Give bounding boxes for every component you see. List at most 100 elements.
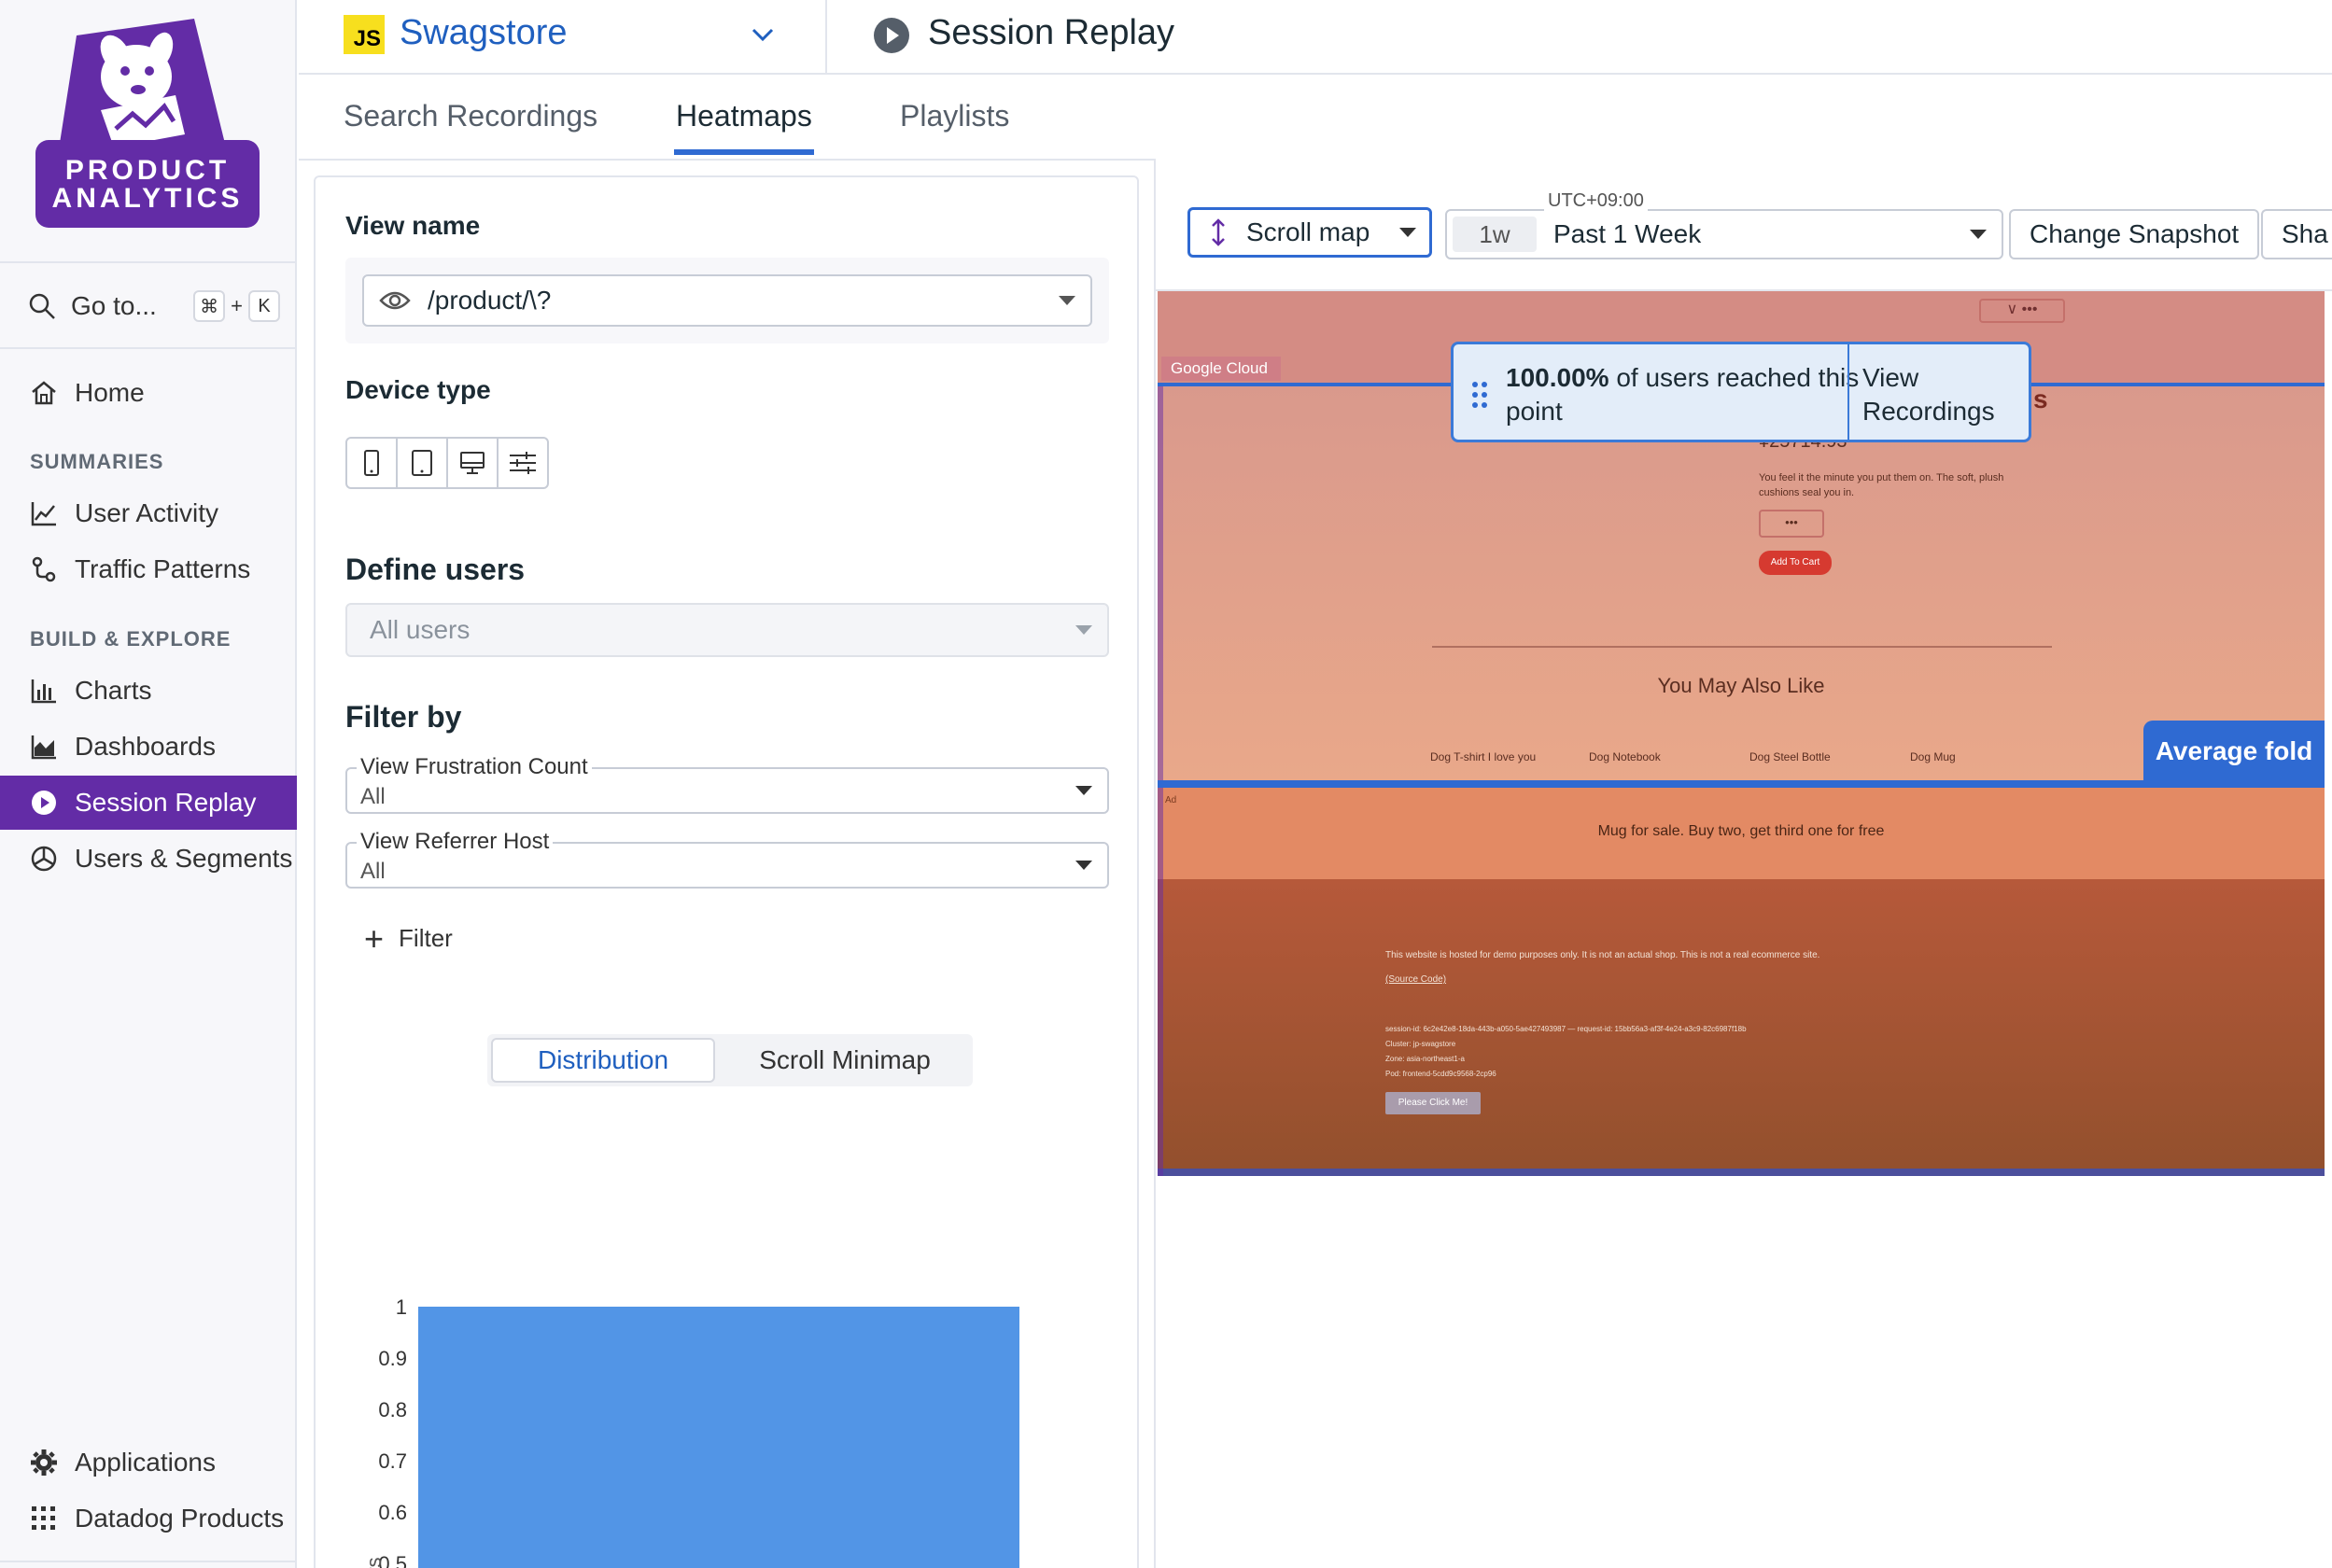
- sidebar-item-user-activity[interactable]: User Activity: [0, 486, 297, 540]
- sidebar-item-label: Users & Segments: [75, 844, 293, 873]
- sidebar-item-session-replay[interactable]: Session Replay: [0, 776, 297, 830]
- tooltip-separator: [1847, 344, 1849, 440]
- sidebar-item-label: User Activity: [75, 498, 219, 527]
- tablet-icon: [412, 450, 432, 476]
- please-click-me-button: Please Click Me!: [1385, 1092, 1481, 1114]
- play-circle-icon: [874, 18, 909, 53]
- y-tick-label: 0.7: [378, 1449, 407, 1473]
- add-filter-button[interactable]: + Filter: [364, 921, 453, 955]
- view-name-value: /product/\?: [428, 286, 552, 315]
- caret-down-icon: [1075, 786, 1092, 795]
- sidebar-item-datadog-products[interactable]: Datadog Products: [0, 1491, 297, 1546]
- share-button[interactable]: Sha: [2261, 209, 2332, 259]
- page-snapshot: Google Cloud ∨ ••• s ¥25714.93 You feel …: [1158, 291, 2325, 1187]
- footer-pod: Pod: frontend-5cdd9c9568-2cp96: [1385, 1070, 1496, 1078]
- traffic-icon: [28, 553, 60, 585]
- scroll-minimap-option[interactable]: Scroll Minimap: [759, 1045, 931, 1074]
- bar-chart-icon: [28, 675, 60, 707]
- caret-down-icon: [1970, 230, 1987, 239]
- sidebar-divider: [0, 347, 297, 349]
- view-mode-toggle: Distribution Scroll Minimap: [487, 1034, 973, 1086]
- product-link: Dog Steel Bottle: [1749, 750, 1831, 763]
- view-name-select[interactable]: /product/\?: [362, 274, 1092, 327]
- device-tablet-button[interactable]: [398, 439, 448, 487]
- product-description: You feel it the minute you put them on. …: [1759, 472, 2004, 498]
- heatmap-mode-select[interactable]: Scroll map: [1187, 207, 1432, 258]
- change-snapshot-button[interactable]: Change Snapshot: [2009, 209, 2260, 259]
- heatmap-mode-value: Scroll map: [1246, 217, 1370, 246]
- sidebar-item-home[interactable]: Home: [0, 366, 297, 420]
- footer-source-link: (Source Code): [1385, 974, 1447, 985]
- reach-text: 100.00% of users reached this point: [1506, 361, 1861, 428]
- tab-bar: Search Recordings Heatmaps Playlists: [299, 75, 2332, 161]
- snapshot-bottom-edge: [1158, 1169, 2325, 1176]
- sidebar-item-users-segments[interactable]: Users & Segments: [0, 832, 297, 886]
- device-type-label: Device type: [345, 375, 491, 404]
- device-mobile-button[interactable]: [347, 439, 398, 487]
- caret-down-icon: [1075, 861, 1092, 870]
- snapshot-currency-button: ∨ •••: [1979, 299, 2065, 323]
- goto-label: Go to...: [71, 291, 157, 320]
- logo-line2: ANALYTICS: [51, 183, 244, 214]
- sidebar-item-label: Session Replay: [75, 788, 257, 817]
- google-cloud-badge: Google Cloud: [1161, 357, 1281, 381]
- view-recordings-button[interactable]: View Recordings: [1862, 363, 1995, 426]
- sliders-icon: [510, 452, 536, 474]
- page-title: Session Replay: [928, 13, 1175, 52]
- segments-icon: [28, 843, 60, 875]
- logo-line1: PRODUCT: [64, 155, 231, 186]
- sidebar-divider: [0, 1561, 297, 1562]
- drag-handle-icon[interactable]: [1470, 380, 1489, 410]
- filter-value: All: [360, 784, 386, 809]
- sidebar-item-charts[interactable]: Charts: [0, 664, 297, 718]
- sidebar: PRODUCT ANALYTICS Go to... ⌘ + K Home SU…: [0, 0, 297, 1568]
- device-desktop-button[interactable]: [448, 439, 499, 487]
- footer-zone: Zone: asia-northeast1-a: [1385, 1055, 1465, 1063]
- app-selector[interactable]: Swagstore: [400, 13, 568, 52]
- area-chart-icon: [28, 731, 60, 763]
- chart-bar: [418, 1307, 1019, 1568]
- distribution-option[interactable]: Distribution: [491, 1038, 715, 1083]
- view-name-label: View name: [345, 211, 481, 240]
- cmd-key: ⌘: [193, 290, 226, 322]
- time-range-value: Past 1 Week: [1553, 219, 1702, 248]
- device-custom-button[interactable]: [499, 439, 547, 487]
- product-link: Dog Mug: [1910, 750, 1956, 763]
- tab-heatmaps[interactable]: Heatmaps: [676, 99, 812, 133]
- time-range-select[interactable]: UTC+09:00 1w Past 1 Week: [1445, 190, 2003, 259]
- tab-search-recordings[interactable]: Search Recordings: [344, 99, 598, 133]
- chevron-down-icon[interactable]: [749, 21, 777, 49]
- product-link: Dog Notebook: [1589, 750, 1661, 763]
- top-bar: JS Swagstore Session Replay: [299, 0, 2332, 75]
- y-tick-label: 0.5: [378, 1552, 407, 1568]
- eye-icon: [379, 289, 411, 312]
- reach-description: of users reached this point: [1506, 363, 1860, 426]
- sidebar-item-dashboards[interactable]: Dashboards: [0, 720, 297, 774]
- average-fold-badge: Average fold: [2143, 721, 2325, 782]
- define-users-select[interactable]: All users: [345, 603, 1109, 657]
- sidebar-item-label: Traffic Patterns: [75, 554, 251, 583]
- scroll-reach-tooltip: 100.00% of users reached this point View…: [1451, 342, 2031, 442]
- y-tick-label: 0.9: [378, 1347, 407, 1370]
- filter-referrer-host[interactable]: View Referrer Host All: [345, 829, 1109, 889]
- footer-cluster: Cluster: jp-swagstore: [1385, 1040, 1456, 1048]
- heatmap-settings-panel: View name /product/\? Device type Define…: [314, 175, 1139, 1568]
- goto-search[interactable]: Go to... ⌘ + K: [28, 287, 280, 325]
- add-to-cart-button: Add To Cart: [1759, 551, 1832, 575]
- caret-down-icon: [1075, 625, 1092, 635]
- sidebar-item-label: Applications: [75, 1448, 216, 1477]
- section-build-explore: BUILD & EXPLORE: [30, 627, 232, 651]
- sidebar-item-traffic-patterns[interactable]: Traffic Patterns: [0, 542, 297, 596]
- sidebar-item-applications[interactable]: Applications: [0, 1435, 297, 1490]
- footer-session-id: session-id: 6c2e42e8-18da-443b-a050-5ae4…: [1385, 1025, 1747, 1033]
- filter-frustration-count[interactable]: View Frustration Count All: [345, 754, 1109, 814]
- k-key: K: [248, 290, 280, 322]
- distribution-chart: 1 0.9 0.8 0.7 0.6 0.5 sers: [362, 1295, 1019, 1568]
- ad-text: Mug for sale. Buy two, get third one for…: [1597, 823, 1885, 839]
- vertical-arrows-icon: [1212, 218, 1225, 246]
- product-analytics-logo[interactable]: PRODUCT ANALYTICS: [35, 17, 263, 230]
- tab-playlists[interactable]: Playlists: [900, 99, 1010, 133]
- reach-percent: 100.00%: [1506, 363, 1609, 392]
- may-also-like-heading: You May Also Like: [1657, 674, 1825, 697]
